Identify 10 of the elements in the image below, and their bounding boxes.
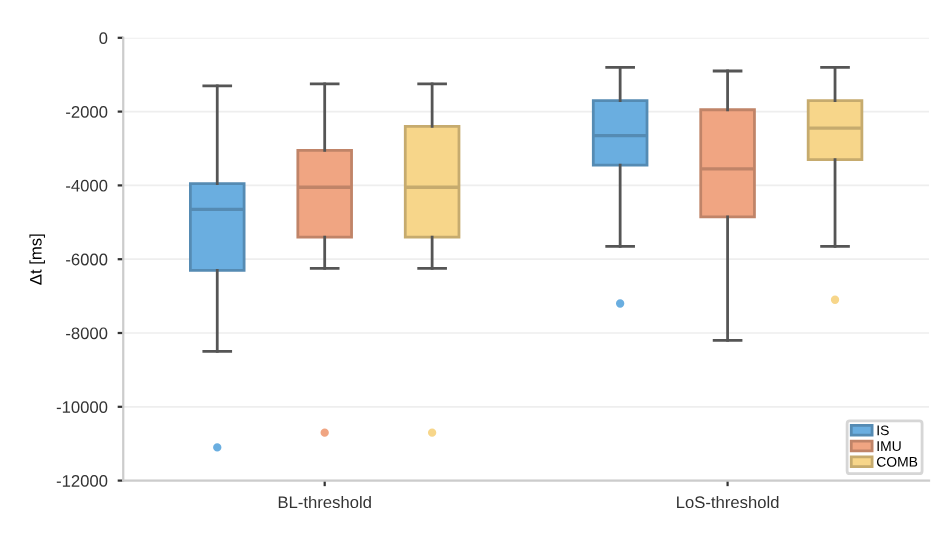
y-tick-label: -10000 bbox=[56, 401, 108, 413]
x-tick-label: BL-threshold bbox=[278, 495, 371, 509]
y-tick-label: 0 bbox=[99, 32, 108, 44]
x-tick-label: LoS-threshold bbox=[677, 495, 779, 509]
y-tick-label: -12000 bbox=[56, 475, 108, 487]
y-tick-label: -8000 bbox=[66, 327, 108, 340]
y-tick-label: -6000 bbox=[66, 253, 108, 266]
y-axis-title: Δt [ms] bbox=[29, 234, 45, 285]
y-tick-label: -4000 bbox=[66, 179, 108, 192]
y-tick-label: -2000 bbox=[66, 106, 108, 118]
